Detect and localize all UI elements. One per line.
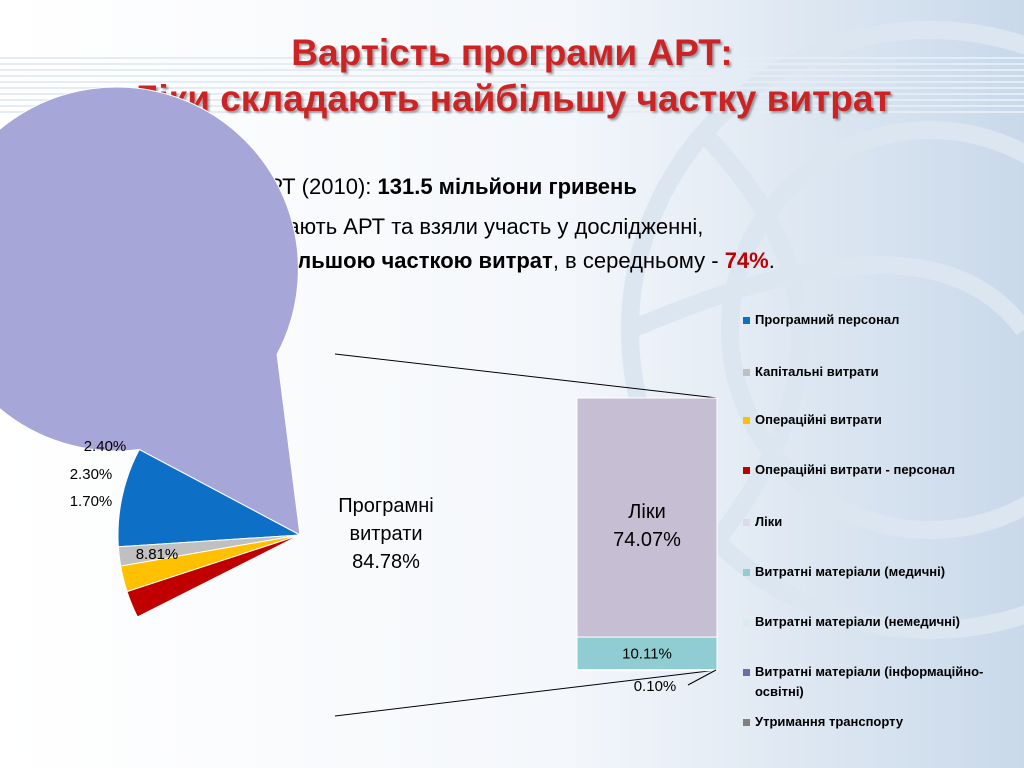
legend-swatch bbox=[743, 369, 750, 376]
pie-center-label: 84.78% bbox=[352, 551, 420, 573]
stacked-bar: Ліки 74.07% 10.11% 0.10% bbox=[576, 397, 718, 695]
legend-swatch bbox=[743, 417, 750, 424]
bullet2-mid: , в середньому - bbox=[552, 248, 725, 273]
pie-slice-label: 2.30% bbox=[70, 466, 113, 483]
legend-label: Утримання транспорту bbox=[755, 714, 904, 729]
bar-segment bbox=[576, 397, 718, 638]
connector-line-top bbox=[334, 353, 718, 399]
bullet2-end: . bbox=[768, 248, 775, 273]
legend-swatch bbox=[743, 569, 750, 576]
bar-segment bbox=[576, 636, 718, 671]
bullet2-percent: 74% bbox=[724, 248, 769, 273]
pie-slice-program-costs bbox=[0, 86, 301, 536]
pie-labels: 8.81% 1.70% 2.30% 2.40% Програмні витрати 84.7… bbox=[70, 438, 434, 573]
pie-center-label: Програмні bbox=[338, 495, 433, 517]
legend-swatch bbox=[743, 719, 750, 726]
legend-label: Витратні матеріали (немедичні) bbox=[755, 614, 960, 629]
slide-title-line1: Вартість програми АРТ: bbox=[291, 32, 733, 73]
bar-segment-label: 10.11% bbox=[622, 645, 672, 662]
legend-label: Ліки bbox=[755, 514, 783, 529]
pie-slice-label: 8.81% bbox=[136, 546, 179, 563]
bar-center-label: 74.07% bbox=[613, 529, 681, 551]
bullet1-bold: 131.5 мільйони гривень bbox=[377, 174, 637, 199]
bar-leader-line bbox=[687, 669, 717, 686]
legend-label: Операційні витрати - персонал bbox=[755, 462, 956, 477]
pie-slice-label: 2.40% bbox=[84, 438, 127, 455]
legend-label: Капітальні витрати bbox=[755, 364, 879, 379]
legend-label: Операційні витрати bbox=[755, 412, 882, 427]
legend-label: Програмний персонал bbox=[755, 312, 900, 327]
pie-center-label: витрати bbox=[349, 523, 422, 545]
legend-swatch bbox=[743, 619, 750, 626]
legend-swatch bbox=[743, 669, 750, 676]
slide-title-line2: Ліки складають найбільшу частку витрат bbox=[132, 78, 892, 119]
connector-line-bottom bbox=[334, 669, 718, 717]
legend-swatch bbox=[743, 467, 750, 474]
bar-center-label: Ліки bbox=[628, 501, 666, 523]
legend-swatch bbox=[743, 317, 750, 324]
legend-label: Витратні матеріали (медичні) bbox=[755, 564, 946, 579]
bar-segment-label: 0.10% bbox=[634, 678, 677, 695]
legend-label: Витратні матеріали (інформаційно-освітні… bbox=[755, 664, 984, 699]
pie-slice-label: 1.70% bbox=[70, 493, 113, 510]
pie-slice bbox=[117, 448, 302, 548]
pie-chart bbox=[0, 86, 302, 618]
legend-swatch bbox=[743, 519, 750, 526]
pie-slice bbox=[126, 534, 301, 618]
